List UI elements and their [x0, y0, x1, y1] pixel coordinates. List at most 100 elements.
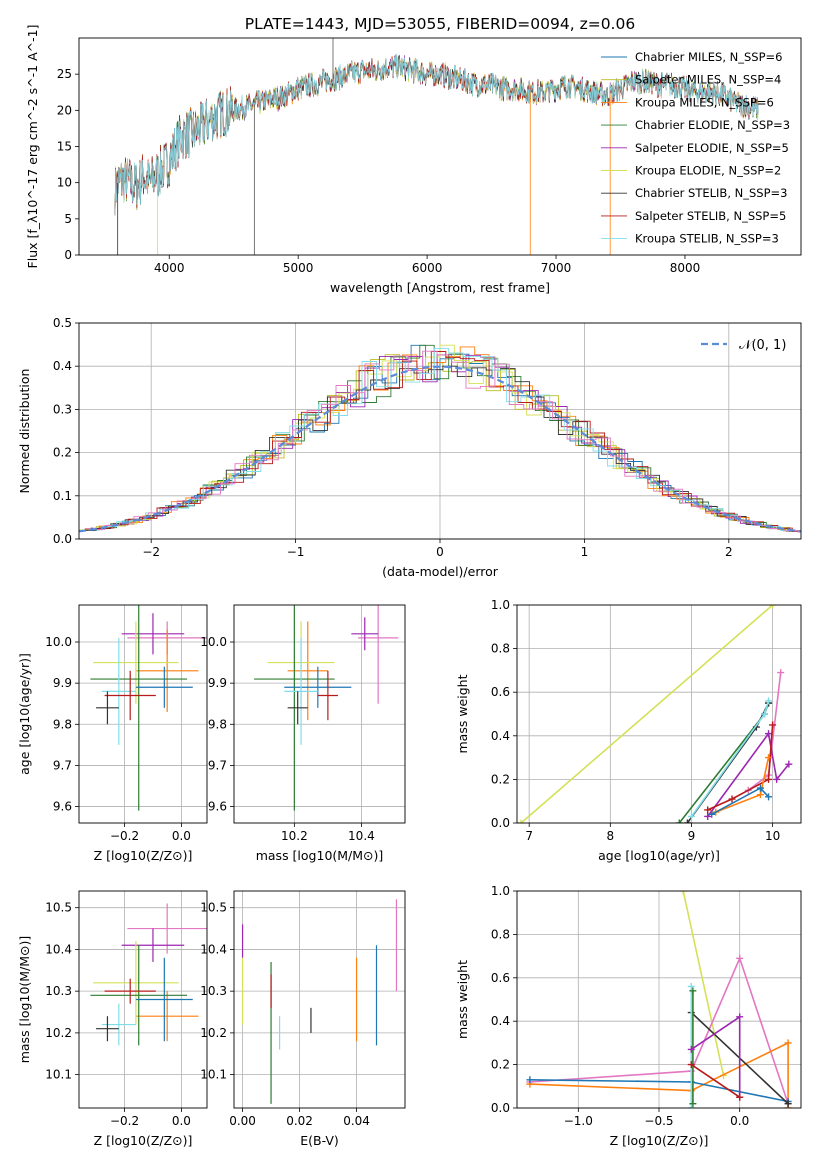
weight-vs-z-point-marker — [736, 954, 744, 962]
mass-vs-z-frame — [78, 890, 208, 1109]
age-vs-mass-xtick-label: 10.4 — [348, 829, 375, 843]
weight-vs-age-xtick-label: 10 — [765, 829, 780, 843]
residual-histogram — [90, 350, 801, 533]
residuals-ytick-label: 0.5 — [53, 316, 72, 330]
residuals-frame — [78, 322, 802, 540]
weight-vs-age-point-marker — [708, 810, 716, 818]
weight-vs-z-x-axis-label: Z [log10(Z/Z⊙)] — [610, 1133, 709, 1148]
mass-vs-z-y-axis-label: mass [log10(M/M⊙)] — [17, 936, 32, 1064]
weight-vs-z-ytick-label: 1.0 — [491, 884, 510, 898]
spectrum-x-axis-label: wavelength [Angstrom, rest frame] — [330, 280, 550, 295]
weight-vs-age-point-marker — [765, 697, 773, 705]
age-vs-mass-ytick-label: 9.7 — [208, 758, 227, 772]
spectrum-ytick-label: 10 — [57, 176, 72, 190]
weight-vs-z-series-line — [682, 891, 725, 1076]
weight-vs-z-ytick-label: 0.8 — [491, 927, 510, 941]
age-vs-z-panel: −0.2 0.0 9.6 9.7 9.8 9.9 10.0 Z [log10(Z/Z⊙)] ag… — [17, 604, 208, 863]
age-vs-z-x-axis-label: Z [log10(Z/Z⊙)] — [94, 848, 193, 863]
age-vs-mass-xtick-label: 10.2 — [281, 829, 308, 843]
mass-vs-ebv-ytick-label: 10.4 — [200, 942, 227, 956]
weight-vs-z-point-marker — [687, 1061, 695, 1069]
weight-vs-z-series-line — [529, 956, 789, 1104]
weight-vs-z-point-marker — [736, 1013, 744, 1021]
weight-vs-z-frame — [516, 890, 802, 1109]
spectrum-ytick-label: 5 — [64, 212, 72, 226]
weight-vs-age-point-marker — [683, 819, 691, 823]
mass-vs-ebv-ytick-label: 10.3 — [200, 984, 227, 998]
weight-vs-age-panel: 7 8 9 10 0.0 0.2 0.4 0.6 0.8 1.0 age [log10(age/yr… — [455, 598, 802, 863]
spectrum-xtick-label: 7000 — [541, 261, 572, 275]
mass-vs-z-panel: −0.2 0.0 10.1 10.2 10.3 10.4 10.5 Z [log10(Z/Z⊙… — [17, 890, 208, 1148]
weight-vs-age-point-marker — [769, 721, 777, 729]
age-vs-mass-x-axis-label: mass [log10(M/M⊙)] — [256, 848, 384, 863]
mass-vs-ebv-frame — [233, 890, 406, 1109]
weight-vs-age-point-marker — [728, 795, 736, 803]
spectrum-legend-label: Chabrier ELODIE, N_SSP=3 — [635, 118, 790, 132]
age-vs-z-ytick-label: 9.8 — [53, 717, 72, 731]
mass-vs-ebv-ytick-label: 10.2 — [200, 1026, 227, 1040]
weight-vs-age-series-line — [520, 605, 774, 823]
spectrum-legend-label: Chabrier MILES, N_SSP=6 — [635, 50, 782, 64]
spectrum-xtick-label: 6000 — [412, 261, 443, 275]
weight-vs-z-panel: −1.0 −0.5 0.0 0.0 0.2 0.4 0.6 0.8 1.0 Z [log10(Z/… — [455, 884, 802, 1148]
weight-vs-z-plot-area — [526, 891, 792, 1108]
mass-vs-ebv-xtick-label: 0.04 — [343, 1114, 370, 1128]
mass-vs-z-xtick-label: −0.2 — [110, 1114, 139, 1128]
spectrum-legend-label: Chabrier STELIB, N_SSP=3 — [635, 186, 787, 200]
residuals-ytick-label: 0.3 — [53, 402, 72, 416]
spectrum-series-line — [114, 53, 759, 216]
weight-vs-age-point-marker — [773, 775, 781, 783]
spectrum-legend-label: Salpeter STELIB, N_SSP=5 — [635, 209, 786, 223]
weight-vs-z-series-line — [690, 1063, 741, 1098]
age-vs-mass-plot-area — [254, 605, 399, 811]
weight-vs-z-ytick-label: 0.6 — [491, 971, 510, 985]
weight-vs-age-ytick-label: 0.6 — [491, 685, 510, 699]
weight-vs-age-point-marker — [756, 784, 764, 792]
weight-vs-z-point-marker — [784, 1039, 792, 1047]
weight-vs-age-xtick-label: 9 — [688, 829, 696, 843]
weight-vs-age-ytick-label: 0.0 — [491, 816, 510, 830]
age-vs-mass-ytick-label: 10.0 — [200, 635, 227, 649]
residuals-xtick-label: 2 — [725, 545, 733, 559]
mass-vs-z-ytick-label: 10.4 — [45, 942, 72, 956]
weight-vs-age-point-marker — [517, 819, 525, 823]
weight-vs-age-point-marker — [675, 819, 683, 823]
weight-vs-age-point-marker — [765, 754, 773, 762]
weight-vs-age-point-marker — [704, 812, 712, 820]
spectrum-ytick-label: 25 — [57, 67, 72, 81]
mass-vs-z-xtick-label: 0.0 — [172, 1114, 191, 1128]
gaussian-curve — [79, 365, 801, 533]
spectrum-legend-label: Kroupa MILES, N_SSP=6 — [635, 95, 774, 109]
mass-vs-ebv-ytick-label: 10.5 — [200, 901, 227, 915]
spectrum-plot-area — [114, 38, 759, 255]
residuals-xtick-label: 0 — [436, 545, 444, 559]
residuals-ytick-label: 0.4 — [53, 359, 72, 373]
weight-vs-age-point-marker — [765, 793, 773, 801]
weight-vs-age-point-marker — [777, 669, 785, 677]
mass-vs-z-plot-area — [90, 903, 207, 1046]
weight-vs-age-point-marker — [769, 605, 777, 609]
gaussian-legend-label: 𝒩(0, 1) — [739, 338, 786, 353]
weight-vs-z-point-marker — [687, 1045, 695, 1053]
mass-vs-z-ytick-label: 10.2 — [45, 1026, 72, 1040]
weight-vs-age-point-marker — [760, 710, 768, 718]
figure-title: PLATE=1443, MJD=53055, FIBERID=0094, z=0… — [245, 15, 635, 33]
weight-vs-age-point-marker — [687, 812, 695, 820]
weight-vs-age-ytick-label: 0.8 — [491, 642, 510, 656]
weight-vs-z-point-marker — [689, 987, 697, 995]
residual-histogram — [84, 346, 801, 532]
weight-vs-age-point-marker — [765, 775, 773, 783]
spectrum-xtick-label: 8000 — [670, 261, 701, 275]
weight-vs-z-point-marker — [679, 891, 687, 895]
weight-vs-z-xtick-label: 0.0 — [730, 1114, 749, 1128]
weight-vs-age-ytick-label: 1.0 — [491, 598, 510, 612]
age-vs-z-ytick-label: 9.6 — [53, 800, 72, 814]
mass-vs-ebv-xtick-label: 0.00 — [229, 1114, 256, 1128]
mass-vs-ebv-xtick-label: 0.02 — [286, 1114, 313, 1128]
weight-vs-age-series-line — [678, 702, 770, 823]
spectrum-legend-label: Salpeter ELODIE, N_SSP=5 — [635, 141, 789, 155]
spectrum-xtick-label: 5000 — [283, 261, 314, 275]
weight-vs-age-point-marker — [765, 730, 773, 738]
spectrum-ytick-label: 0 — [64, 248, 72, 262]
residual-histogram — [81, 365, 801, 532]
